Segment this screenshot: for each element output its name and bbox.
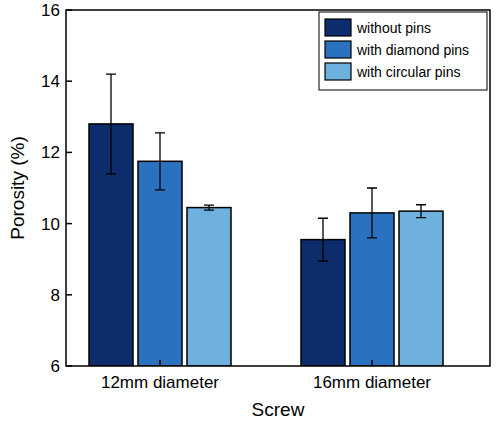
x-tick <box>371 360 373 366</box>
y-tick <box>66 223 72 225</box>
x-tick <box>159 360 161 366</box>
y-tick-label: 10 <box>41 215 60 234</box>
y-tick <box>66 152 72 154</box>
x-tick-label: 12mm diameter <box>101 373 219 392</box>
legend-box <box>319 12 487 90</box>
x-axis-label: Screw <box>252 399 305 420</box>
y-tick-label: 12 <box>41 143 60 162</box>
chart: 6 8 10 12 14 16 12mm diameter 16mm diameter Scre… <box>0 0 500 423</box>
y-tick-label: 6 <box>51 357 60 376</box>
x-tick-label: 16mm diameter <box>313 373 431 392</box>
error-bar <box>155 133 165 190</box>
legend-label: with circular pins <box>356 64 460 80</box>
error-bar <box>106 74 116 174</box>
legend: without pins with diamond pins with circul… <box>319 12 487 90</box>
error-bar <box>416 205 426 218</box>
y-tick-label: 16 <box>41 1 60 20</box>
bar <box>399 211 443 366</box>
legend-label: without pins <box>356 20 431 36</box>
bar <box>187 208 231 366</box>
error-bars <box>106 74 426 261</box>
plot-frame <box>66 10 490 366</box>
y-tick <box>66 294 72 296</box>
legend-swatch <box>325 41 351 58</box>
y-tick-label: 14 <box>41 72 60 91</box>
error-bar <box>367 188 377 238</box>
bar <box>138 161 182 366</box>
y-axis-label: Porosity (%) <box>7 136 28 239</box>
legend-swatch <box>325 63 351 80</box>
error-bar <box>318 218 328 261</box>
legend-label: with diamond pins <box>356 42 469 58</box>
error-bar <box>204 205 214 210</box>
y-tick-label: 8 <box>51 286 60 305</box>
bars <box>89 124 443 366</box>
legend-swatch <box>325 19 351 36</box>
y-tick <box>66 80 72 82</box>
